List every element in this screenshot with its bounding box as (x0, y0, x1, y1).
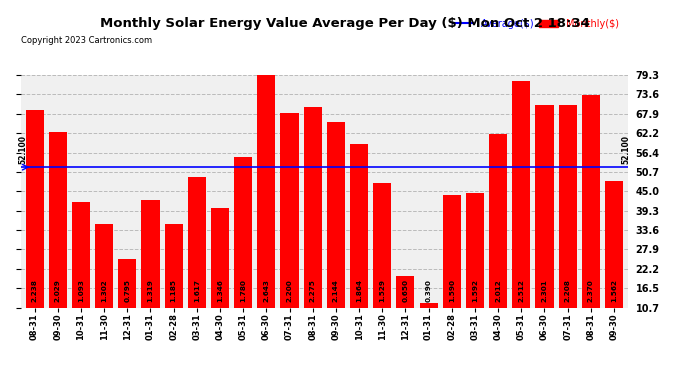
Bar (420, 303, 437, 307)
Bar (582, 94, 600, 308)
Bar (141, 200, 159, 308)
Legend: Average($), Monthly($): Average($), Monthly($) (449, 15, 623, 33)
Text: Copyright 2023 Cartronics.com: Copyright 2023 Cartronics.com (21, 36, 152, 45)
Text: 1.780: 1.780 (240, 279, 246, 302)
Bar (350, 144, 368, 308)
Text: 2.238: 2.238 (32, 279, 38, 302)
Bar (26, 110, 43, 308)
Bar (234, 158, 253, 308)
Bar (165, 225, 183, 308)
Text: 0.650: 0.650 (402, 279, 408, 302)
Bar (188, 177, 206, 308)
Bar (443, 195, 461, 308)
Text: 2.144: 2.144 (333, 280, 339, 302)
Text: 1.302: 1.302 (101, 280, 107, 302)
Bar (327, 123, 345, 308)
Text: 2.200: 2.200 (286, 280, 293, 302)
Text: Monthly Solar Energy Value Average Per Day ($) Mon Oct 2 18:34: Monthly Solar Energy Value Average Per D… (100, 17, 590, 30)
Text: 2.012: 2.012 (495, 280, 501, 302)
Text: 2.370: 2.370 (588, 280, 594, 302)
Bar (304, 106, 322, 308)
Bar (118, 259, 137, 308)
Bar (257, 69, 275, 308)
Text: 2.512: 2.512 (518, 279, 524, 302)
Bar (466, 193, 484, 308)
Text: 2.275: 2.275 (310, 279, 316, 302)
Text: 1.562: 1.562 (611, 279, 617, 302)
Text: 1.590: 1.590 (448, 279, 455, 302)
Text: 1.617: 1.617 (194, 279, 200, 302)
Bar (95, 225, 113, 308)
Text: 2.029: 2.029 (55, 279, 61, 302)
Bar (535, 105, 553, 308)
Text: 52.100: 52.100 (19, 135, 28, 164)
Text: 2.208: 2.208 (564, 279, 571, 302)
Text: 0.795: 0.795 (124, 279, 130, 302)
Text: 1.864: 1.864 (356, 279, 362, 302)
Text: 0.390: 0.390 (426, 279, 431, 302)
Text: 2.643: 2.643 (264, 279, 269, 302)
Bar (49, 132, 67, 308)
Bar (605, 181, 623, 308)
Text: 1.185: 1.185 (170, 279, 177, 302)
Bar (396, 276, 415, 308)
Bar (559, 105, 577, 308)
Text: 52.100: 52.100 (621, 135, 630, 164)
Text: 1.529: 1.529 (380, 279, 385, 302)
Text: 2.301: 2.301 (542, 280, 547, 302)
Bar (489, 134, 507, 308)
Text: 1.093: 1.093 (78, 279, 84, 302)
Bar (72, 202, 90, 308)
Text: 1.346: 1.346 (217, 279, 223, 302)
Text: 1.319: 1.319 (148, 279, 153, 302)
Bar (281, 113, 299, 308)
Bar (211, 208, 229, 308)
Bar (373, 183, 391, 308)
Bar (512, 81, 531, 308)
Text: 1.592: 1.592 (472, 279, 478, 302)
